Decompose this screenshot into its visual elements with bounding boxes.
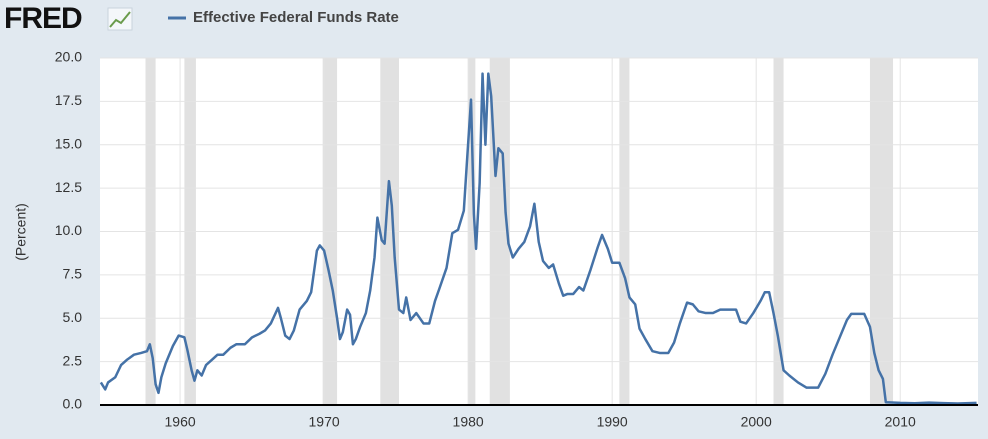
y-tick-label: 2.5 [63,352,83,368]
logo-icon [107,7,133,31]
y-tick-label: 17.5 [55,92,82,108]
y-tick-label: 20.0 [55,49,82,65]
y-tick-label: 15.0 [55,135,82,151]
x-tick-label: 1990 [597,414,628,430]
x-tick-label: 2000 [741,414,772,430]
x-tick-label: 1970 [309,414,340,430]
y-tick-label: 7.5 [63,266,83,282]
legend-label: Effective Federal Funds Rate [193,9,399,26]
x-tick-label: 1980 [453,414,484,430]
y-axis-label: (Percent) [13,203,29,261]
y-tick-label: 10.0 [55,222,82,238]
y-tick-label: 12.5 [55,179,82,195]
x-tick-label: 2010 [885,414,916,430]
series-line [99,72,977,405]
y-tick-label: 0.0 [63,396,83,412]
y-tick-label: 5.0 [63,309,83,325]
x-tick-label: 1960 [165,414,196,430]
logo: FRED [4,2,82,35]
